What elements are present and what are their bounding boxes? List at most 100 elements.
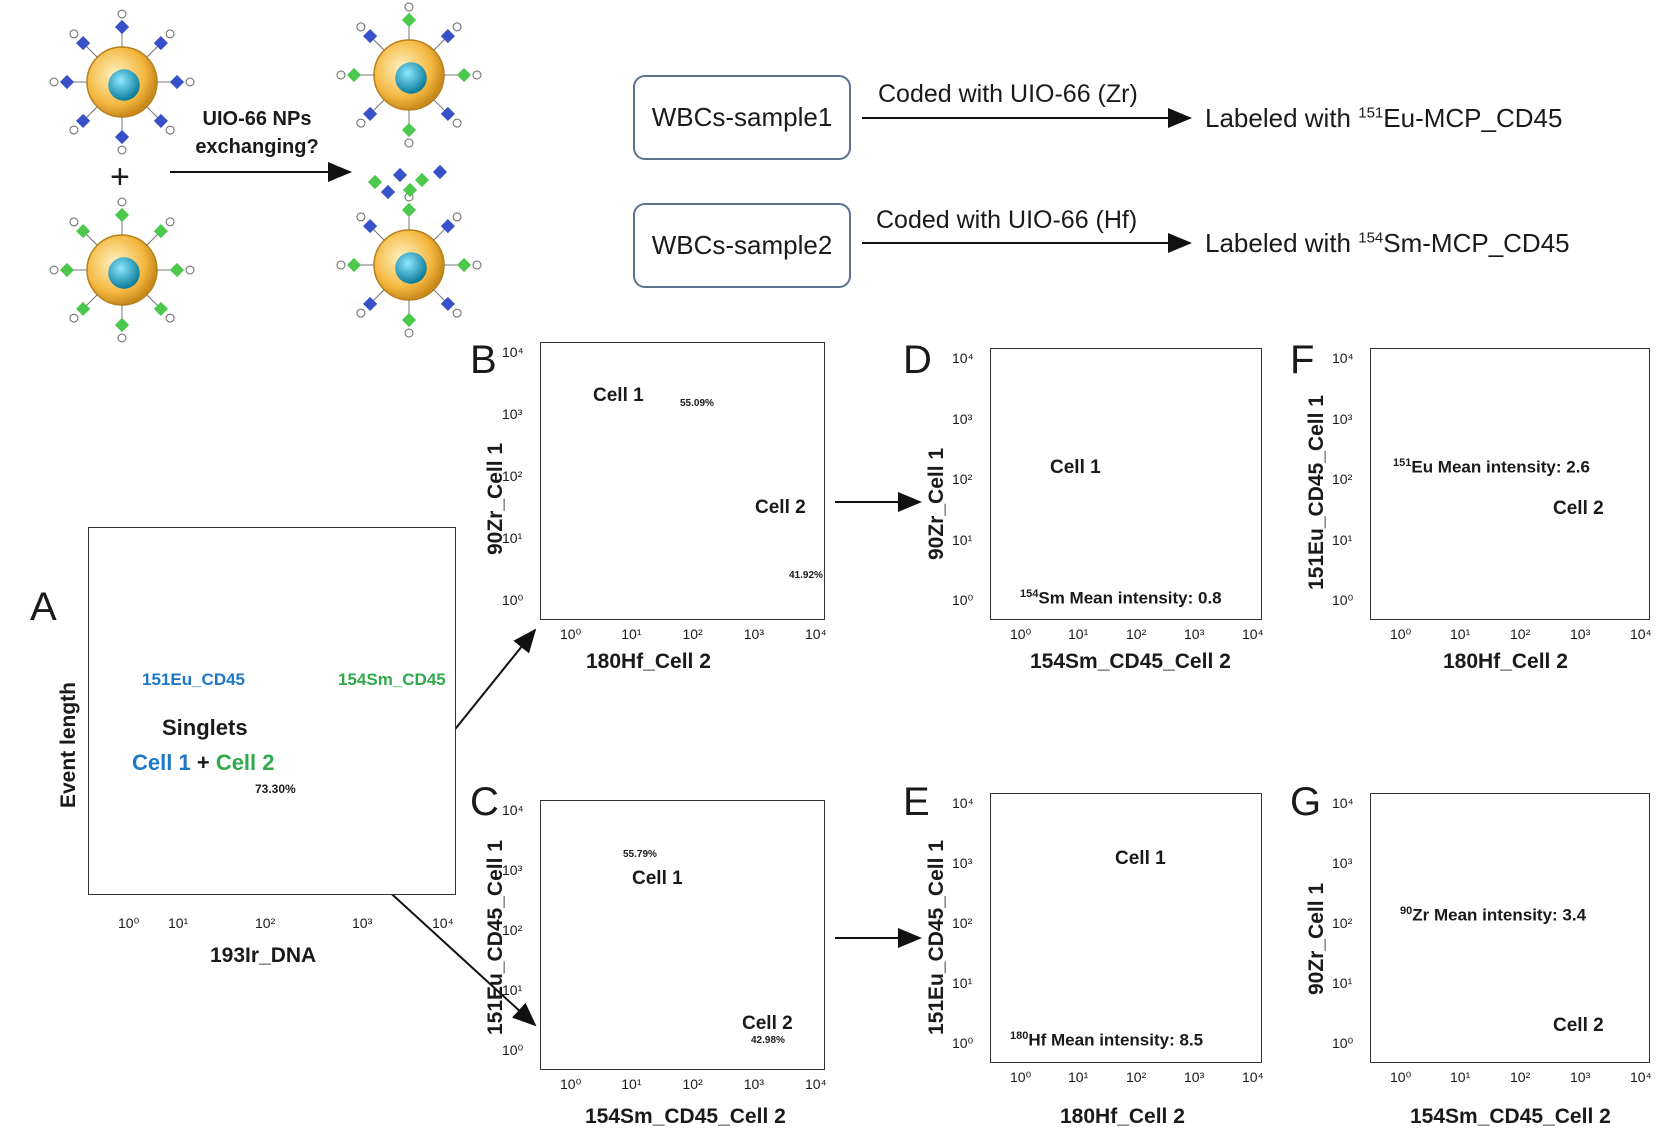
panel-b-xlabel: 180Hf_Cell 2 (586, 650, 711, 673)
panel-b-cell2: Cell 2 (755, 497, 806, 518)
sample2-label: WBCs-sample2 (651, 230, 833, 260)
panel-c-cell2: Cell 2 (742, 1013, 793, 1034)
panel-a-ylabel: Event length (57, 681, 80, 808)
panel-d-plot (990, 348, 1262, 620)
panel-d-mean-text: Sm Mean intensity: 0.8 (1038, 588, 1222, 608)
panel-a-xtick: 10⁰ (118, 915, 140, 931)
panel-b-pct2: 41.92% (789, 570, 823, 581)
panel-d-mean: 154Sm Mean intensity: 0.8 (1020, 588, 1222, 609)
panel-b-pct1: 55.09% (680, 398, 714, 409)
schematic-cell-blue-1 (49, 9, 195, 155)
free-particle-icon (432, 164, 448, 180)
panel-g-cell: Cell 2 (1553, 1015, 1604, 1036)
panel-d-cell: Cell 1 (1050, 457, 1101, 478)
sample1-label: WBCs-sample1 (651, 102, 833, 132)
panel-c-ytick: 10² (502, 922, 523, 938)
panel-b-xtick: 10¹ (621, 626, 642, 642)
panel-f-xtick: 10³ (1570, 626, 1591, 642)
panel-b-ytick: 10³ (502, 406, 523, 422)
panel-c-xtick: 10⁰ (560, 1076, 582, 1092)
panel-e-xtick: 10³ (1184, 1069, 1205, 1085)
panel-c-pct2: 42.98% (751, 1035, 785, 1046)
panel-d-ylabel: 90Zr_Cell 1 (925, 447, 948, 560)
free-particle-icon (380, 184, 396, 200)
panel-e-plot (990, 793, 1262, 1063)
panel-a-antibody1: 151Eu_CD45 (142, 670, 246, 689)
panel-a-xtick: 10³ (352, 915, 373, 931)
panel-e-xtick: 10⁰ (1010, 1069, 1032, 1085)
panel-g-ytick: 10³ (1332, 855, 1353, 871)
panel-g-ytick: 10² (1332, 915, 1353, 931)
panel-g-ytick: 10⁴ (1332, 795, 1354, 811)
panel-b-ytick: 10⁴ (502, 344, 524, 360)
panel-e-mean-sup: 180 (1010, 1030, 1029, 1042)
panel-g-xtick: 10⁰ (1390, 1069, 1412, 1085)
panel-f-cell: Cell 2 (1553, 498, 1604, 519)
panel-c-pct1: 55.79% (623, 849, 657, 860)
panel-e-cell: Cell 1 (1115, 848, 1166, 869)
panel-a-plus: + (196, 750, 210, 775)
panel-d-xtick: 10¹ (1068, 626, 1089, 642)
free-particle-icon (402, 182, 418, 198)
panel-d-ytick: 10¹ (952, 531, 973, 548)
panel-e-ytick: 10³ (952, 855, 973, 871)
panel-b-xtick: 10⁴ (805, 626, 827, 642)
panel-f-ytick: 10³ (1332, 410, 1353, 427)
panel-b-letter: B (470, 338, 497, 382)
panel-f-letter: F (1290, 338, 1315, 382)
panel-c-ytick: 10⁰ (502, 1042, 524, 1058)
free-particle-icon (367, 174, 383, 190)
free-particle-icon (392, 167, 408, 183)
panel-g-ytick: 10¹ (1332, 975, 1353, 991)
panel-e-ytick: 10² (952, 915, 973, 931)
panel-e-ytick: 10¹ (952, 975, 973, 991)
panel-f-xlabel: 180Hf_Cell 2 (1443, 650, 1568, 673)
labeled1-label: Labeled with 151Eu-MCP_CD45 (1205, 103, 1562, 134)
panel-g-xtick: 10¹ (1450, 1069, 1471, 1085)
labeled2-prefix: Labeled with (1205, 228, 1359, 258)
panel-f-mean-text: Eu Mean intensity: 2.6 (1411, 457, 1590, 477)
panel-e-xlabel: 180Hf_Cell 2 (1060, 1105, 1185, 1128)
panel-d-mean-sup: 154 (1020, 588, 1039, 600)
panel-e-ylabel: 151Eu_CD45_Cell 1 (925, 840, 948, 1035)
panel-d-ytick: 10² (952, 471, 973, 487)
panel-a-antibody2: 154Sm_CD45 (338, 670, 446, 689)
panel-a-gate-pct: 73.30% (255, 782, 296, 796)
coded2-label: Coded with UIO-66 (Hf) (876, 206, 1138, 234)
panel-g-letter: G (1290, 780, 1322, 824)
panel-d-xtick: 10² (1126, 626, 1147, 642)
panel-f-xtick: 10⁰ (1390, 626, 1412, 642)
panel-b-plot (540, 342, 825, 620)
panel-g-ylabel: 90Zr_Cell 1 (1305, 882, 1328, 995)
panel-a-xtick: 10¹ (168, 915, 189, 931)
panel-f-ytick: 10¹ (1332, 531, 1353, 548)
free-particle-icon (414, 172, 430, 188)
panel-g-mean: 90Zr Mean intensity: 3.4 (1400, 905, 1586, 926)
panel-f-xtick: 10⁴ (1630, 626, 1652, 642)
schematic-cell-mixed-1 (336, 2, 482, 148)
panel-a-plot (88, 527, 456, 895)
panel-g-mean-sup: 90 (1400, 905, 1413, 917)
panel-g-mean-text: Zr Mean intensity: 3.4 (1412, 905, 1587, 925)
panel-b-xtick: 10⁰ (560, 626, 582, 642)
panel-g-xtick: 10² (1510, 1069, 1531, 1085)
panel-d-ytick: 10⁴ (952, 350, 974, 366)
panel-a-xtick: 10⁴ (432, 915, 454, 931)
panel-b-xtick: 10³ (743, 626, 764, 642)
panel-f-ytick: 10⁰ (1332, 592, 1354, 608)
panel-b-ytick: 10⁰ (502, 592, 524, 608)
exchange-label: UIO-66 NPs exchanging? (182, 105, 332, 161)
panel-a-cell2: Cell 2 (215, 750, 275, 775)
panel-d-ytick: 10³ (952, 410, 973, 427)
panel-a-singlets: Singlets (162, 715, 248, 740)
panel-f-mean: 151Eu Mean intensity: 2.6 (1393, 457, 1590, 478)
panel-c-xtick: 10⁴ (805, 1076, 827, 1092)
labeled2-sup: 154 (1358, 229, 1384, 247)
schematic-cell-mixed-2 (336, 192, 482, 338)
panel-a-cell1: Cell 1 (132, 750, 191, 775)
panel-g-plot (1370, 793, 1650, 1063)
panel-c-ytick: 10¹ (502, 982, 523, 998)
panel-e-mean: 180Hf Mean intensity: 8.5 (1010, 1030, 1203, 1051)
panel-e-xtick: 10¹ (1068, 1069, 1089, 1085)
panel-g-ytick: 10⁰ (1332, 1035, 1354, 1051)
